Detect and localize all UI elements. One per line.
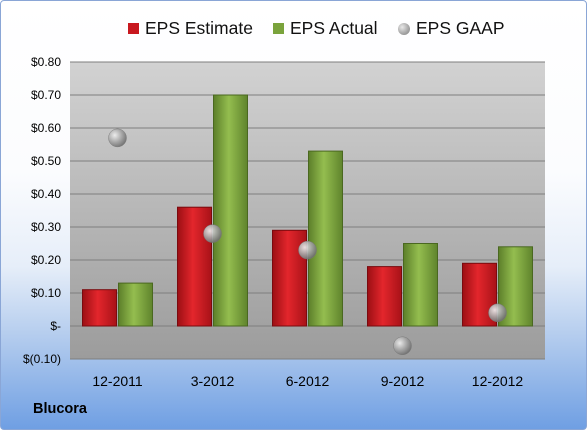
point-eps-gaap bbox=[108, 128, 127, 148]
bar-eps-actual bbox=[498, 246, 533, 327]
bar-eps-estimate bbox=[177, 206, 212, 327]
y-tick-label: $0.60 bbox=[31, 121, 61, 135]
bar-eps-actual bbox=[403, 243, 438, 327]
legend-label-gaap: EPS GAAP bbox=[416, 18, 505, 38]
company-name: Blucora bbox=[33, 401, 87, 417]
x-tick-label: 12-2012 bbox=[472, 373, 524, 389]
x-tick-label: 6-2012 bbox=[286, 373, 330, 389]
point-eps-gaap bbox=[393, 336, 412, 356]
y-tick-label: $0.30 bbox=[31, 220, 61, 234]
bar-eps-estimate bbox=[462, 262, 497, 327]
legend-swatch-estimate bbox=[128, 23, 139, 34]
bar-eps-actual bbox=[118, 282, 153, 327]
legend-label-actual: EPS Actual bbox=[290, 18, 378, 38]
point-eps-gaap bbox=[203, 224, 222, 243]
legend-swatch-gaap bbox=[398, 22, 410, 35]
y-tick-label: $- bbox=[50, 319, 61, 333]
y-tick-label: $0.10 bbox=[31, 286, 61, 300]
legend-swatch-actual bbox=[273, 23, 284, 34]
point-eps-gaap bbox=[298, 240, 317, 260]
legend-item-gaap: EPS GAAP bbox=[398, 18, 505, 39]
chart-legend: EPS Estimate EPS Actual EPS GAAP bbox=[0, 14, 587, 42]
legend-item-estimate: EPS Estimate bbox=[128, 18, 253, 39]
y-tick-label: $0.20 bbox=[31, 253, 61, 267]
legend-label-estimate: EPS Estimate bbox=[145, 18, 253, 38]
point-eps-gaap bbox=[488, 303, 507, 323]
legend-item-actual: EPS Actual bbox=[273, 18, 378, 39]
y-tick-label: $0.50 bbox=[31, 154, 61, 168]
bar-eps-actual bbox=[308, 150, 343, 327]
bar-eps-estimate bbox=[82, 289, 117, 327]
x-tick-label: 12-2011 bbox=[92, 373, 143, 389]
y-tick-label: $(0.10) bbox=[23, 352, 61, 366]
bar-eps-actual bbox=[213, 94, 248, 327]
x-tick-label: 9-2012 bbox=[381, 373, 425, 389]
y-tick-label: $0.80 bbox=[31, 55, 61, 69]
y-tick-label: $0.40 bbox=[31, 187, 61, 201]
x-tick-label: 3-2012 bbox=[191, 373, 235, 389]
y-tick-label: $0.70 bbox=[31, 88, 61, 102]
bar-eps-estimate bbox=[367, 266, 402, 327]
